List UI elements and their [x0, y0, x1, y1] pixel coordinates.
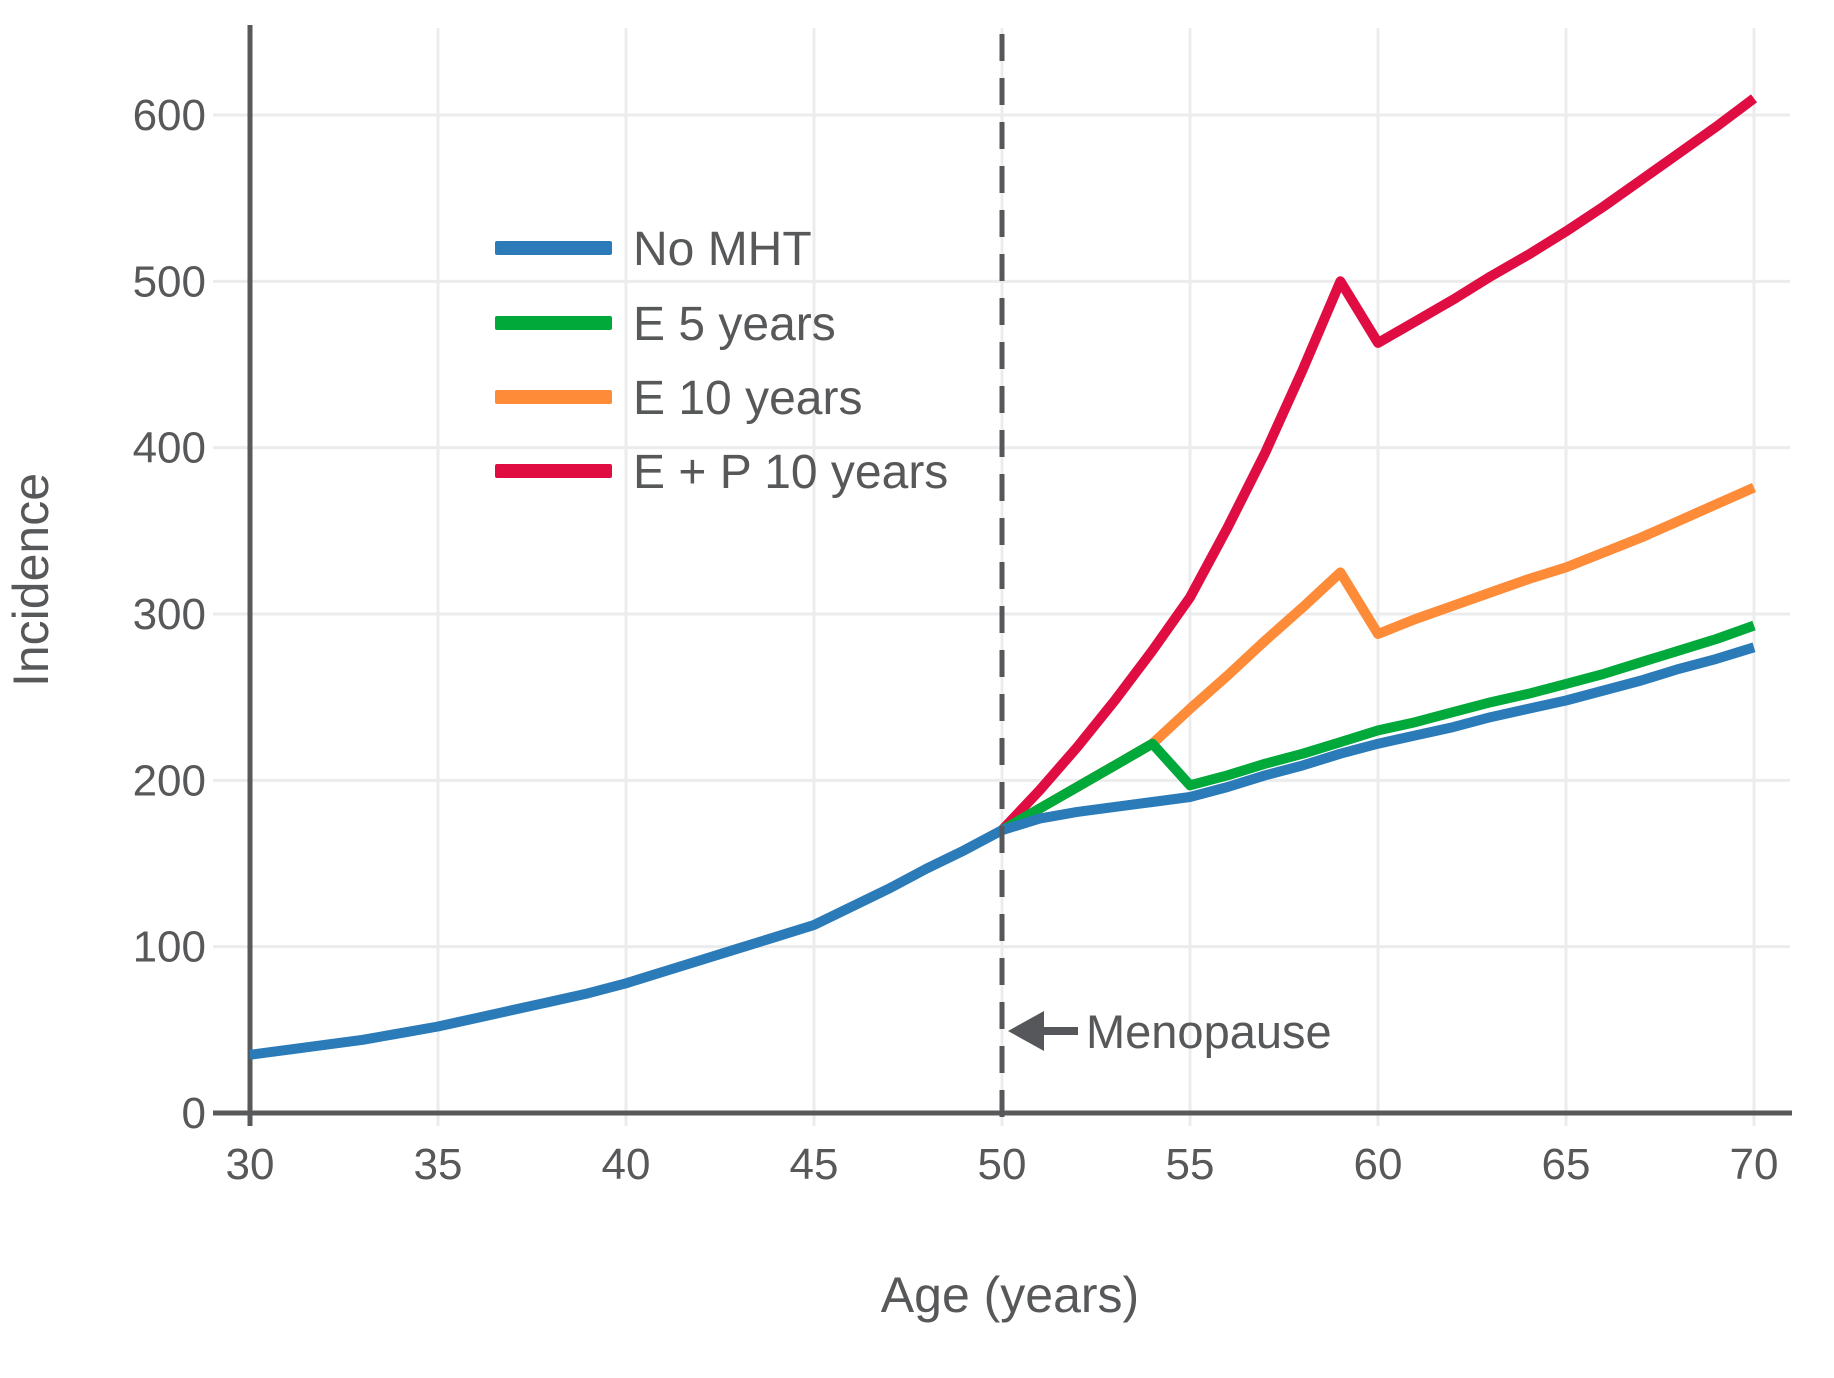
legend-label-no-mht: No MHT	[633, 223, 812, 276]
x-tick-label-50: 50	[978, 1140, 1027, 1189]
x-tick-label-60: 60	[1354, 1140, 1403, 1189]
legend: No MHT E 5 years E 10 years E + P 10 years	[495, 223, 948, 499]
y-tick-label-100: 100	[133, 923, 206, 972]
legend-item-e-5-years[interactable]: E 5 years	[495, 298, 836, 351]
y-axis-title: Incidence	[3, 473, 59, 687]
legend-swatch-e-10-years	[495, 390, 612, 404]
legend-item-e-10-years[interactable]: E 10 years	[495, 372, 862, 425]
y-tick-label-200: 200	[133, 756, 206, 805]
tick-label-layer: 0 100 200 300 400 500 600 30 35 40 45 50 55 60 65 70	[133, 91, 1779, 1189]
grid-layer	[213, 28, 1790, 1126]
x-axis-title: Age (years)	[881, 1267, 1139, 1323]
series-line-e-p-10-years	[998, 94, 1757, 834]
x-tick-label-70: 70	[1730, 1140, 1779, 1189]
legend-item-e-p-10-years[interactable]: E + P 10 years	[495, 446, 948, 499]
legend-swatch-e-p-10-years	[495, 464, 612, 478]
x-tick-label-30: 30	[226, 1140, 275, 1189]
legend-label-e-5-years: E 5 years	[633, 298, 836, 351]
y-tick-label-500: 500	[133, 257, 206, 306]
menopause-arrow-head-icon	[1008, 1011, 1044, 1051]
y-tick-label-600: 600	[133, 91, 206, 140]
legend-swatch-no-mht	[495, 241, 612, 255]
legend-label-e-10-years: E 10 years	[633, 372, 862, 425]
legend-item-no-mht[interactable]: No MHT	[495, 223, 812, 276]
x-tick-label-35: 35	[414, 1140, 463, 1189]
y-tick-label-300: 300	[133, 590, 206, 639]
y-tick-label-0: 0	[182, 1089, 206, 1138]
series-line-e-5-years	[999, 620, 1756, 835]
x-tick-label-40: 40	[602, 1140, 651, 1189]
legend-label-e-p-10-years: E + P 10 years	[633, 446, 948, 499]
x-tick-label-45: 45	[790, 1140, 839, 1189]
x-tick-label-55: 55	[1166, 1140, 1215, 1189]
menopause-label: Menopause	[1086, 1005, 1332, 1058]
y-tick-label-400: 400	[133, 424, 206, 473]
annotation-layer: Menopause	[999, 34, 1332, 1126]
legend-swatch-e-5-years	[495, 316, 612, 330]
x-tick-label-65: 65	[1542, 1140, 1591, 1189]
